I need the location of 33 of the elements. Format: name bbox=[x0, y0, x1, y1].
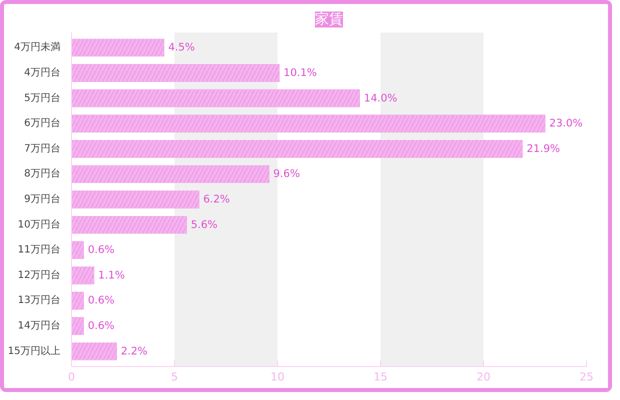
y-tick-label: 11万円台 bbox=[18, 244, 61, 256]
data-label: 9.6% bbox=[273, 168, 300, 180]
x-tick-label: 25 bbox=[580, 370, 594, 384]
data-label: 21.9% bbox=[526, 142, 560, 155]
y-tick-label: 4万円台 bbox=[24, 66, 61, 78]
y-tick-label: 13万円台 bbox=[18, 294, 61, 306]
data-label: 4.5% bbox=[168, 42, 195, 54]
data-label: 6.2% bbox=[203, 194, 230, 206]
data-label: 0.6% bbox=[88, 320, 115, 332]
x-tick-label: 0 bbox=[68, 370, 75, 384]
chart-title: 家賃 bbox=[315, 12, 343, 28]
data-label: 0.6% bbox=[88, 244, 115, 256]
data-label: 23.0% bbox=[549, 118, 583, 130]
data-label: 10.1% bbox=[284, 66, 317, 79]
data-label: 2.2% bbox=[120, 345, 148, 358]
y-tick-label: 5万円台 bbox=[24, 92, 61, 104]
y-tick-label: 7万円台 bbox=[24, 142, 61, 154]
y-tick-label: 12万円台 bbox=[18, 268, 61, 281]
data-label: 0.6% bbox=[88, 294, 115, 307]
y-tick-label: 14万円台 bbox=[18, 320, 61, 332]
x-tick-label: 20 bbox=[476, 370, 490, 384]
data-label: 5.6% bbox=[190, 218, 218, 231]
y-tick-label: 9万円台 bbox=[24, 193, 61, 205]
y-tick-label: 6万円台 bbox=[24, 117, 61, 130]
x-tick-label: 15 bbox=[374, 370, 388, 384]
y-tick-label: 10万円台 bbox=[18, 218, 61, 230]
y-tick-label: 4万円未満 bbox=[14, 41, 61, 54]
y-tick-label: 8万円台 bbox=[24, 168, 61, 180]
x-tick-label: 10 bbox=[270, 370, 284, 384]
x-tick-label: 5 bbox=[171, 370, 178, 384]
data-label: 14.0% bbox=[364, 92, 398, 104]
data-label: 1.1% bbox=[98, 269, 125, 282]
y-tick-label: 15万円以上 bbox=[8, 344, 61, 357]
